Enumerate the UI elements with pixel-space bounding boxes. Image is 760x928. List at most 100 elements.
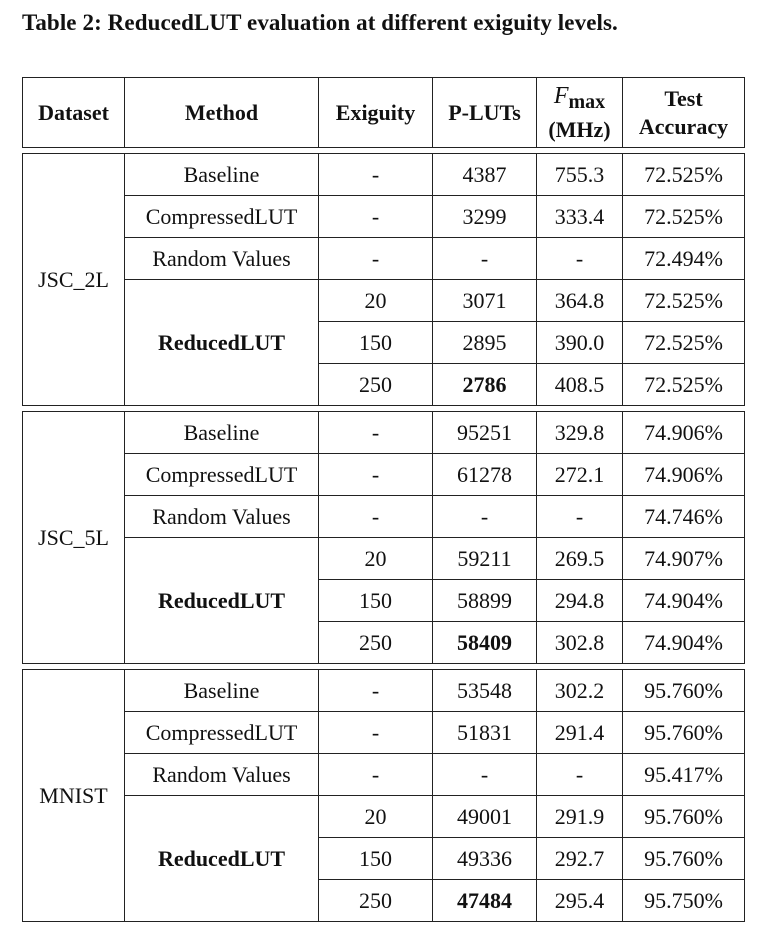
fmax-cell: 333.4	[536, 195, 622, 237]
exiguity-cell: 20	[318, 795, 432, 837]
table-row: MNIST Baseline -53548 302.2 95.760%	[22, 669, 745, 922]
table-row: 250 47484 295.4 95.750%	[22, 879, 745, 922]
exiguity-cell: -	[318, 753, 432, 795]
table-caption: Table 2: ReducedLUT evaluation at differ…	[22, 10, 618, 35]
fmax-cell: 272.1	[536, 453, 622, 495]
table-row: 150 49336 292.7 95.760%	[22, 837, 745, 879]
plut-cell: 59211	[432, 537, 536, 579]
fmax-cell: 302.8	[536, 621, 622, 664]
header-accuracy: Test Accuracy	[622, 77, 745, 148]
accuracy-cell: 72.525%	[622, 363, 745, 406]
method-cell: Baseline	[124, 411, 318, 453]
accuracy-cell: 95.760%	[622, 795, 745, 837]
header-row: Dataset Method Exiguity P-LUTs Fmax (MHz…	[22, 77, 745, 148]
accuracy-cell: 72.494%	[622, 237, 745, 279]
fmax-cell: 294.8	[536, 579, 622, 621]
accuracy-cell: 74.906%	[622, 453, 745, 495]
plut-cell: 53548	[432, 669, 536, 711]
table-row: Random Values - - -95.417%	[22, 753, 745, 795]
accuracy-line2: Accuracy	[638, 113, 729, 139]
method-cell: CompressedLUT	[124, 453, 318, 495]
method-cell: Baseline	[124, 153, 318, 195]
plut-cell: -	[432, 237, 536, 279]
fmax-cell: 408.5	[536, 363, 622, 406]
table-row: ReducedLUT 20 59211 269.5 74.907%	[22, 537, 745, 664]
plut-cell: 3071	[432, 279, 536, 321]
plut-cell: 2895	[432, 321, 536, 363]
plut-cell: 4387	[432, 153, 536, 195]
dataset-cell: JSC_2L	[22, 153, 124, 406]
accuracy-cell: 74.907%	[622, 537, 745, 579]
exiguity-cell: -	[318, 237, 432, 279]
table-row: 150 58899 294.8 74.904%	[22, 579, 745, 621]
table-row: ReducedLUT 20 3071 364.8 72.525%	[22, 279, 745, 406]
accuracy-cell: 72.525%	[622, 321, 745, 363]
exiguity-cell: 250	[318, 879, 432, 922]
accuracy-cell: 74.904%	[622, 621, 745, 664]
accuracy-cell: 95.750%	[622, 879, 745, 922]
exiguity-cell: 150	[318, 579, 432, 621]
accuracy-cell: 95.760%	[622, 837, 745, 879]
fmax-symbol: Fmax	[553, 82, 606, 113]
fmax-cell: 295.4	[536, 879, 622, 922]
plut-cell: 47484	[432, 879, 536, 922]
accuracy-cell: 95.760%	[622, 669, 745, 711]
table-row: Random Values - - -72.494%	[22, 237, 745, 279]
accuracy-cell: 74.906%	[622, 411, 745, 453]
plut-cell: 61278	[432, 453, 536, 495]
exiguity-cell: 20	[318, 279, 432, 321]
method-cell: Random Values	[124, 237, 318, 279]
exiguity-cell: -	[318, 669, 432, 711]
table-row: ReducedLUT 20 49001 291.9 95.760%	[22, 795, 745, 922]
fmax-cell: 292.7	[536, 837, 622, 879]
method-cell: Random Values	[124, 495, 318, 537]
fmax-cell: 755.3	[536, 153, 622, 195]
plut-cell: 51831	[432, 711, 536, 753]
fmax-cell: -	[536, 753, 622, 795]
exiguity-cell: -	[318, 495, 432, 537]
table-row: 250 58409 302.8 74.904%	[22, 621, 745, 664]
plut-cell: -	[432, 753, 536, 795]
plut-cell: 2786	[432, 363, 536, 406]
fmax-cell: 302.2	[536, 669, 622, 711]
method-cell-reducedlut: ReducedLUT	[124, 537, 318, 664]
plut-cell: 95251	[432, 411, 536, 453]
header-exiguity: Exiguity	[318, 77, 432, 148]
fmax-cell: 390.0	[536, 321, 622, 363]
method-cell: Random Values	[124, 753, 318, 795]
plut-cell: 58899	[432, 579, 536, 621]
exiguity-cell: 20	[318, 537, 432, 579]
accuracy-cell: 74.746%	[622, 495, 745, 537]
table-row: 150 2895 390.0 72.525%	[22, 321, 745, 363]
fmax-cell: 364.8	[536, 279, 622, 321]
plut-cell: 3299	[432, 195, 536, 237]
fmax-cell: 291.4	[536, 711, 622, 753]
dataset-cell: JSC_5L	[22, 411, 124, 664]
accuracy-cell: 95.760%	[622, 711, 745, 753]
exiguity-cell: -	[318, 195, 432, 237]
fmax-cell: 329.8	[536, 411, 622, 453]
fmax-subscript: max	[568, 90, 606, 113]
exiguity-cell: 150	[318, 321, 432, 363]
table-row: CompressedLUT -51831 291.4 95.760%	[22, 711, 745, 753]
results-table: Dataset Method Exiguity P-LUTs Fmax (MHz…	[22, 77, 745, 922]
method-cell: Baseline	[124, 669, 318, 711]
method-cell-reducedlut: ReducedLUT	[124, 279, 318, 406]
plut-cell: -	[432, 495, 536, 537]
accuracy-cell: 95.417%	[622, 753, 745, 795]
method-cell: CompressedLUT	[124, 195, 318, 237]
method-cell-reducedlut: ReducedLUT	[124, 795, 318, 922]
table-row: CompressedLUT -61278 272.1 74.906%	[22, 453, 745, 495]
header-plut: P-LUTs	[432, 77, 536, 148]
accuracy-cell: 72.525%	[622, 279, 745, 321]
fmax-cell: -	[536, 237, 622, 279]
header-method: Method	[124, 77, 318, 148]
exiguity-cell: 150	[318, 837, 432, 879]
table-row: CompressedLUT -3299 333.4 72.525%	[22, 195, 745, 237]
header-dataset: Dataset	[22, 77, 124, 148]
plut-cell: 49336	[432, 837, 536, 879]
accuracy-line1: Test	[664, 85, 703, 111]
exiguity-cell: -	[318, 411, 432, 453]
exiguity-cell: -	[318, 453, 432, 495]
table-body: JSC_2L Baseline -4387 755.3 72.525% Compresse…	[22, 148, 745, 922]
